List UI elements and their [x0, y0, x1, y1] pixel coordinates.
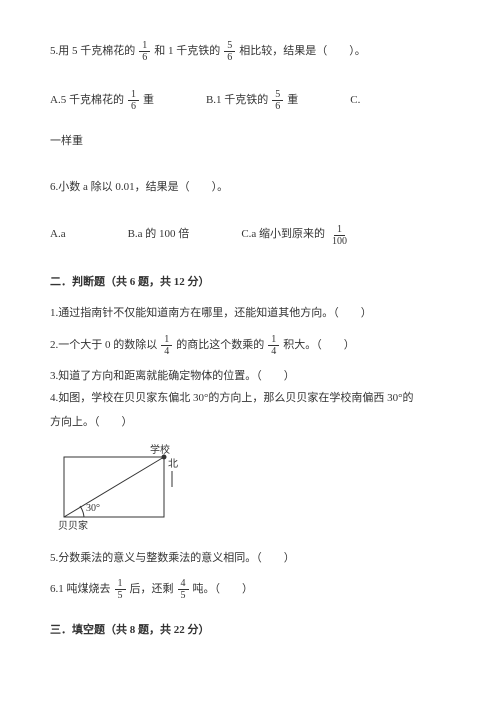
section3-title: 三．填空题（共 8 题，共 22 分） — [50, 621, 450, 641]
section2-title: 二．判断题（共 6 题，共 12 分） — [50, 273, 450, 293]
svg-text:北: 北 — [168, 458, 178, 470]
q5-frac2: 5 6 — [224, 40, 235, 63]
diagram-svg: 30° 学校北贝贝家 — [56, 443, 186, 531]
q6-optA: A.a — [50, 225, 66, 245]
j5: 5.分数乘法的意义与整数乘法的意义相同。（ ） — [50, 549, 450, 569]
q5-t1: 5.用 5 千克棉花的 — [50, 42, 135, 62]
q5-frac1: 1 6 — [139, 40, 150, 63]
svg-text:30°: 30° — [86, 503, 100, 514]
q6-optB: B.a 的 100 倍 — [128, 225, 190, 245]
svg-text:贝贝家: 贝贝家 — [58, 519, 88, 531]
q5-optC-line2: 一样重 — [50, 132, 450, 152]
q6-options-row: A.a B.a 的 100 倍 C.a 缩小到原来的 1 100 — [50, 224, 450, 247]
q5-optA: A.5 千克棉花的 1 6 重 — [50, 89, 154, 112]
q5-t2: 和 1 千克铁的 — [154, 42, 220, 62]
j6: 6.1 吨煤烧去 1 5 后，还剩 4 5 吨。（ ） — [50, 578, 450, 601]
q5-optC: C. — [350, 91, 360, 111]
q5-stem: 5.用 5 千克棉花的 1 6 和 1 千克铁的 5 6 相比较，结果是（ ）。 — [50, 40, 450, 63]
j3: 3.知道了方向和距离就能确定物体的位置。（ ） — [50, 367, 450, 387]
j4-diagram: 30° 学校北贝贝家 — [56, 443, 450, 531]
q5-t3: 相比较，结果是（ ）。 — [239, 42, 366, 62]
q5-optB-frac: 5 6 — [272, 89, 283, 112]
q5-optA-frac: 1 6 — [128, 89, 139, 112]
q6-optC-frac: 1 100 — [329, 224, 350, 247]
q5-options-row: A.5 千克棉花的 1 6 重 B.1 千克铁的 5 6 重 C. — [50, 89, 450, 112]
j6-frac2: 4 5 — [178, 578, 189, 601]
svg-text:学校: 学校 — [150, 443, 170, 456]
q5-optB: B.1 千克铁的 5 6 重 — [206, 89, 298, 112]
j4b: 方向上。（ ） — [50, 413, 450, 433]
j4a: 4.如图，学校在贝贝家东偏北 30°的方向上，那么贝贝家在学校南偏西 30°的 — [50, 389, 450, 409]
j2-frac2: 1 4 — [268, 334, 279, 357]
q6-stem: 6.小数 a 除以 0.01，结果是（ ）。 — [50, 178, 450, 198]
j6-frac1: 1 5 — [115, 578, 126, 601]
q6-optC: C.a 缩小到原来的 1 100 — [241, 224, 354, 247]
j2-frac1: 1 4 — [161, 334, 172, 357]
j1: 1.通过指南针不仅能知道南方在哪里，还能知道其他方向。（ ） — [50, 304, 450, 324]
j2: 2.一个大于 0 的数除以 1 4 的商比这个数乘的 1 4 积大。（ ） — [50, 334, 450, 357]
